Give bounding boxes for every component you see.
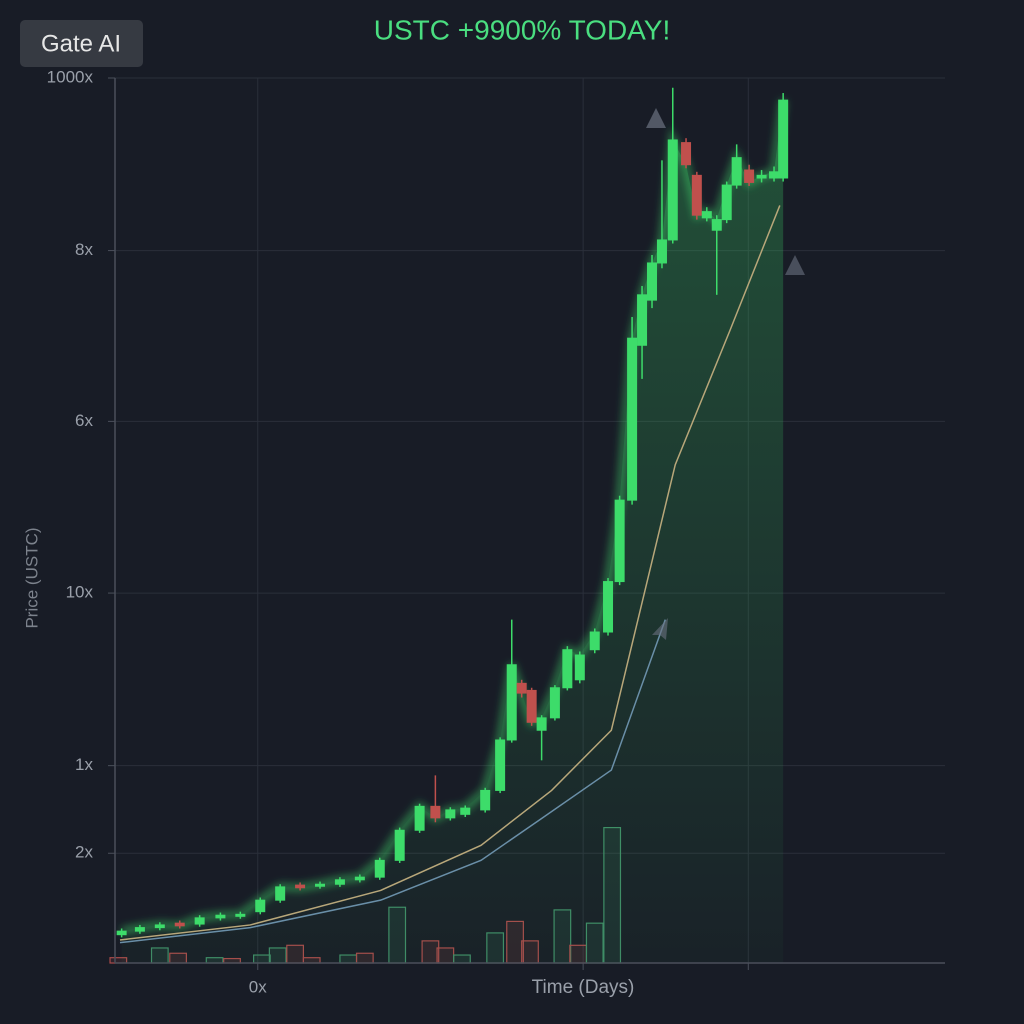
y-tick-label: 10x [66,583,94,602]
candle-body [495,739,506,791]
candle-body [589,631,600,651]
candle-body [562,649,573,689]
arrow [652,618,668,640]
candle-body [460,807,471,815]
candle-body [295,884,306,889]
candle-body [275,886,286,901]
candle-body [721,184,732,221]
candle-body [691,174,702,216]
candle-body [637,294,648,346]
candle-body [711,219,722,231]
candle-body [656,239,667,264]
candle-body [574,654,585,681]
y-axis-label: Price (USTC) [22,527,41,628]
candle-body [667,139,678,241]
candle-body [430,805,441,819]
candle-body [778,99,789,179]
candle-body [549,687,560,719]
candle-body [315,883,326,887]
candle-body [174,922,185,927]
moving-average [119,619,666,944]
candle-body [480,789,491,811]
badge-box [20,20,143,67]
candle-body [516,682,527,694]
candle-body [731,157,742,186]
candle-body [235,913,246,917]
candle-body [445,809,456,819]
candle-body [526,689,537,723]
candle-body [255,899,266,913]
y-tick-label: 2x [75,843,93,862]
candle-body [603,581,614,633]
candle-body [134,927,145,932]
y-tick-label: 6x [75,411,93,430]
candle-body [414,805,425,831]
chart-title: USTC +9900% TODAY! [374,14,670,45]
candle-body [536,717,547,731]
candle-body [194,917,205,925]
plot: 1000x 8x 6x 10x 1x 2x 0x [47,67,945,996]
candle-body [354,876,365,881]
arrow [646,108,666,140]
x-tick-label: 0x [249,977,267,996]
candle-body [681,142,692,166]
candle-body [614,499,625,583]
candle-body [506,664,517,741]
candle-body [647,262,658,301]
candle-body [701,211,712,219]
candle-body [756,174,767,179]
candle-body [394,829,405,861]
y-tick-label: 1000x [47,67,94,86]
candle-body [374,859,385,878]
candle-body [215,914,226,919]
glow-area [121,100,784,963]
arrow [785,255,805,300]
candle-body [627,337,638,501]
y-tick-label: 8x [75,240,93,259]
y-tick-label: 1x [75,755,93,774]
candle-body [744,169,755,183]
candle-body [154,924,165,929]
badge: Gate AI [41,30,121,57]
candle-body [116,930,127,936]
candle-body [334,879,345,885]
candle-body [769,171,780,179]
moving-average [119,205,781,941]
x-axis-label: Time (Days) [532,977,635,998]
